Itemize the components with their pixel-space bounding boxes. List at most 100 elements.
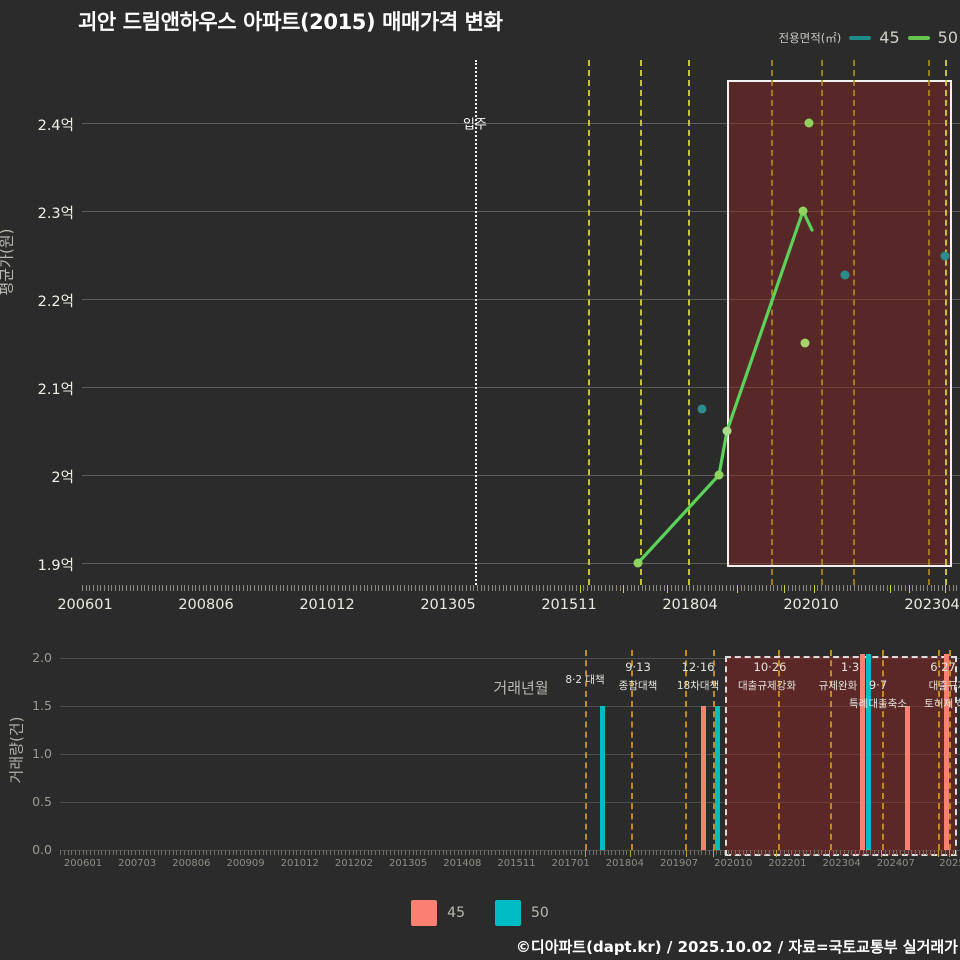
x-tick-202010: 202010 xyxy=(783,597,839,613)
x-minor-tick xyxy=(846,585,848,591)
x-minor-tick xyxy=(824,585,826,591)
x-minor-tick-bot xyxy=(202,850,204,855)
x-minor-tick xyxy=(744,585,746,591)
x-minor-tick xyxy=(290,585,292,591)
x-minor-tick-bot xyxy=(97,850,99,855)
gridline-bot-20 xyxy=(60,658,960,659)
x-minor-tick xyxy=(499,585,501,591)
policy-label-82: 8·2 대책 xyxy=(565,674,605,686)
x-minor-tick xyxy=(594,585,596,591)
x-minor-tick xyxy=(147,585,149,591)
x-minor-tick-bot xyxy=(660,850,661,855)
x-minor-tick-bot xyxy=(135,850,136,855)
x-minor-tick-bot xyxy=(750,850,751,855)
x-minor-tick xyxy=(414,585,416,591)
x-minor-tick xyxy=(916,585,918,591)
x-minor-tick xyxy=(140,585,142,591)
x-minor-tick xyxy=(788,585,790,591)
x-tick-bot-200703: 200703 xyxy=(118,858,157,869)
x-minor-tick xyxy=(553,585,555,591)
x-minor-tick-bot xyxy=(517,850,519,855)
x-minor-tick-bot xyxy=(948,850,950,857)
legend-top: 전용면적(㎡) 45 50 xyxy=(778,28,958,47)
x-minor-tick-bot xyxy=(551,850,553,855)
policy-bot-vline-2 xyxy=(631,650,633,850)
bar-45-201811 xyxy=(701,706,706,850)
x-minor-tick-bot xyxy=(423,850,425,855)
bar-45-202210 xyxy=(860,654,865,850)
x-minor-tick-bot xyxy=(731,850,733,855)
volume-highlight-region xyxy=(725,656,957,856)
x-minor-tick-bot xyxy=(678,850,680,855)
x-minor-tick xyxy=(740,585,742,591)
x-minor-tick xyxy=(879,585,881,591)
x-minor-tick-bot xyxy=(75,850,76,855)
x-minor-tick-bot xyxy=(206,850,208,855)
x-minor-tick xyxy=(323,585,325,591)
x-minor-tick-bot xyxy=(457,850,459,855)
x-minor-tick-bot xyxy=(945,850,946,855)
x-minor-tick-bot xyxy=(180,850,181,855)
x-tick-201511: 201511 xyxy=(541,597,597,613)
x-minor-tick-bot xyxy=(401,850,403,855)
point-50-201806 xyxy=(633,558,643,568)
x-minor-tick xyxy=(429,585,431,591)
x-minor-tick-bot xyxy=(761,850,763,855)
x-minor-tick-bot xyxy=(937,850,939,857)
x-minor-tick xyxy=(411,585,413,591)
x-minor-tick xyxy=(627,585,629,591)
x-minor-tick xyxy=(213,585,215,591)
x-minor-tick-bot xyxy=(885,850,886,855)
x-minor-tick-bot xyxy=(626,850,628,855)
legend-swatch-50 xyxy=(907,35,930,40)
x-minor-tick-bot xyxy=(480,850,481,855)
x-minor-tick-bot xyxy=(213,850,215,855)
x-minor-tick xyxy=(890,585,892,593)
x-minor-tick-bot xyxy=(810,850,811,855)
x-minor-tick-bot xyxy=(393,850,395,855)
x-minor-tick-bot xyxy=(802,850,804,855)
x-minor-tick-bot xyxy=(468,850,470,855)
policy-label-627: 대출규제 xyxy=(928,680,960,692)
x-minor-tick-bot xyxy=(765,850,766,855)
x-minor-tick xyxy=(550,585,552,591)
x-minor-tick-bot xyxy=(288,850,290,855)
x-minor-tick xyxy=(806,585,808,591)
x-minor-tick xyxy=(92,585,94,591)
x-minor-tick-bot xyxy=(101,850,103,855)
y-tick-bot-20: 2.0 xyxy=(32,650,52,665)
legend-bottom-item-50: 50 xyxy=(495,900,549,926)
x-minor-tick xyxy=(319,585,321,591)
x-minor-tick xyxy=(612,585,614,591)
x-minor-tick-bot xyxy=(903,850,905,855)
policy-bot-vline-9 xyxy=(949,650,951,850)
x-minor-tick xyxy=(630,585,632,591)
x-minor-tick xyxy=(773,585,775,591)
x-minor-tick xyxy=(813,585,815,593)
x-minor-tick xyxy=(586,585,588,591)
x-minor-tick xyxy=(129,585,131,591)
x-minor-tick xyxy=(670,585,672,591)
x-minor-tick-bot xyxy=(168,850,170,855)
x-minor-tick xyxy=(678,585,680,591)
x-minor-tick xyxy=(447,585,449,591)
x-minor-tick-bot xyxy=(832,850,834,855)
x-minor-tick-bot xyxy=(862,850,864,855)
x-minor-tick xyxy=(923,585,925,591)
x-minor-tick-bot xyxy=(360,850,361,855)
x-minor-tick xyxy=(605,585,607,591)
series-50-line xyxy=(636,209,814,565)
x-minor-tick-bot xyxy=(165,850,166,855)
x-minor-tick-bot xyxy=(191,850,193,855)
x-minor-tick xyxy=(810,585,811,591)
x-minor-tick xyxy=(575,585,577,591)
x-minor-tick-bot xyxy=(483,850,485,855)
x-minor-tick xyxy=(850,585,852,591)
x-minor-tick xyxy=(385,585,387,591)
x-minor-tick-bot xyxy=(637,850,639,855)
x-minor-tick-bot xyxy=(622,850,624,855)
x-minor-tick xyxy=(184,585,186,591)
x-tick-bot-201305: 201305 xyxy=(389,858,428,869)
x-minor-tick-bot xyxy=(757,850,759,855)
x-minor-tick xyxy=(919,585,921,591)
